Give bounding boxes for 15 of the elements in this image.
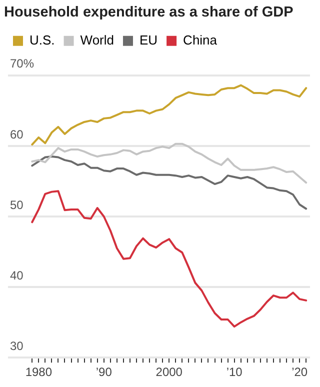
legend-label: EU [139,32,158,48]
x-tick-label: 2000 [156,365,183,380]
x-tick-label: 1980 [25,365,52,380]
legend-label: China [183,32,218,48]
x-tick-label: ’90 [96,365,112,380]
x-tick-label: ’10 [226,365,243,380]
chart-title: Household expenditure as a share of GDP [4,4,294,21]
y-tick-label: 60 [10,127,24,142]
y-tick-label: 50 [10,198,24,212]
y-tick-label: 30 [10,338,24,353]
x-tick-label: ’20 [292,365,308,380]
legend-label: World [80,32,114,48]
legend-label: U.S. [30,32,55,48]
y-tick-label: 70% [10,56,34,71]
y-tick-label: 40 [10,268,24,282]
